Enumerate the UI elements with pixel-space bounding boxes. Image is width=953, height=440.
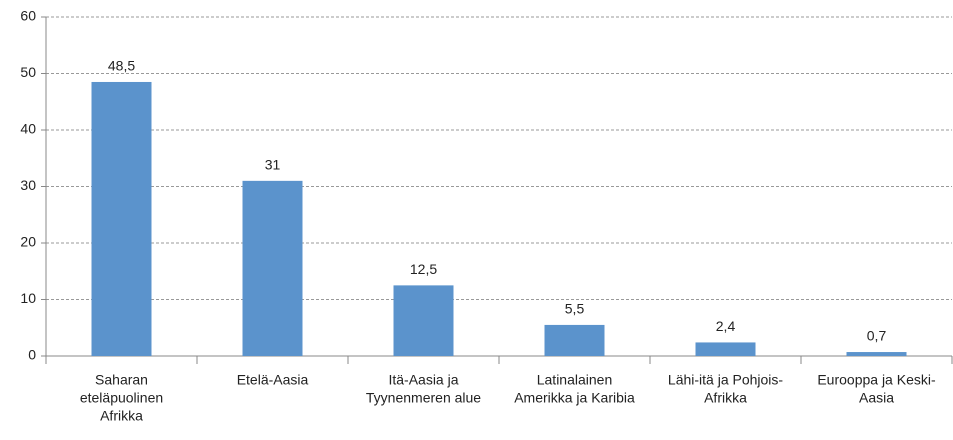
- x-tick-label: Aasia: [859, 390, 894, 406]
- y-tick-label: 0: [28, 347, 36, 363]
- x-tick-label: Latinalainen: [537, 372, 613, 388]
- y-tick-label: 10: [20, 290, 36, 306]
- bar: [91, 81, 152, 356]
- data-label: 48,5: [108, 58, 135, 74]
- x-tick-label: Eurooppa ja Keski-: [817, 372, 936, 388]
- data-label: 5,5: [565, 301, 585, 317]
- x-tick-label: Afrikka: [100, 408, 143, 424]
- x-tick-label: Itä-Aasia ja: [388, 372, 458, 388]
- bar: [846, 352, 907, 356]
- data-label: 2,4: [716, 318, 736, 334]
- y-tick-label: 50: [20, 64, 36, 80]
- bar: [393, 285, 454, 356]
- data-label: 31: [265, 157, 281, 173]
- bar: [695, 342, 756, 356]
- y-tick-label: 20: [20, 234, 36, 250]
- y-tick-label: 40: [20, 121, 36, 137]
- x-tick-label: Etelä-Aasia: [237, 372, 309, 388]
- bar: [544, 324, 605, 356]
- bar: [242, 180, 303, 356]
- x-tick-label: Amerikka ja Karibia: [514, 390, 635, 406]
- data-label: 12,5: [410, 261, 437, 277]
- x-tick-label: Saharan: [95, 372, 148, 388]
- y-tick-label: 30: [20, 177, 36, 193]
- x-tick-label: Afrikka: [704, 390, 747, 406]
- data-label: 0,7: [867, 328, 887, 344]
- x-tick-label: eteläpuolinen: [80, 390, 163, 406]
- y-tick-label: 60: [20, 8, 36, 24]
- x-tick-label: Tyynenmeren alue: [366, 390, 481, 406]
- x-tick-label: Lähi-itä ja Pohjois-: [668, 372, 784, 388]
